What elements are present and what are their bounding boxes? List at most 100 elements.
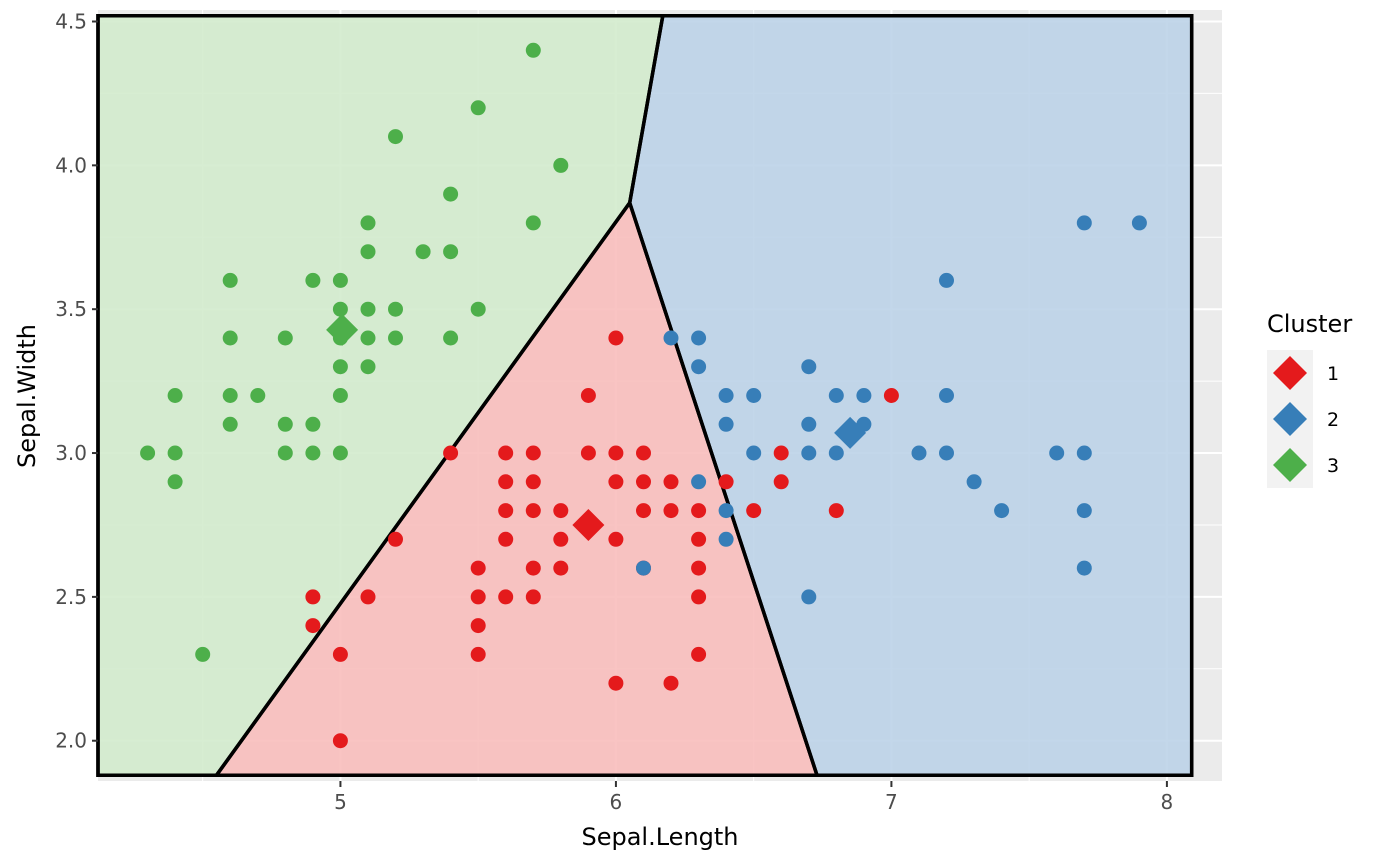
y-axis: 2.0 2.5 3.0 3.5 4.0 4.5 <box>55 10 98 753</box>
cluster-region-1 <box>216 202 817 776</box>
data-point-cluster-1 <box>443 445 459 461</box>
data-point-cluster-3 <box>360 215 376 231</box>
data-point-cluster-1 <box>608 531 624 547</box>
cluster-center-2 <box>834 416 867 449</box>
data-point-cluster-3 <box>305 445 321 461</box>
data-point-cluster-3 <box>360 359 376 375</box>
data-point-cluster-2 <box>966 474 982 490</box>
data-points <box>140 42 1147 749</box>
data-point-cluster-2 <box>636 560 651 576</box>
y-tick-label: 2.0 <box>55 729 87 753</box>
data-point-cluster-2 <box>691 330 707 346</box>
cluster-region-2 <box>629 15 1192 776</box>
data-point-cluster-1 <box>608 675 624 691</box>
data-point-cluster-1 <box>470 589 486 605</box>
data-point-cluster-1 <box>608 445 624 461</box>
data-point-cluster-2 <box>939 272 954 288</box>
data-point-cluster-1 <box>388 531 403 547</box>
data-point-cluster-1 <box>305 618 321 634</box>
legend-label-3: 3 <box>1327 455 1339 477</box>
data-point-cluster-3 <box>525 42 541 58</box>
data-point-cluster-3 <box>443 330 459 346</box>
data-point-cluster-1 <box>828 503 844 519</box>
data-point-cluster-1 <box>525 503 541 519</box>
data-point-cluster-3 <box>222 330 238 346</box>
data-point-cluster-3 <box>140 445 156 461</box>
data-point-cluster-2 <box>1049 445 1065 461</box>
data-point-cluster-2 <box>718 416 734 432</box>
data-point-cluster-1 <box>773 474 789 490</box>
data-point-cluster-3 <box>360 244 376 260</box>
data-point-cluster-1 <box>470 560 486 576</box>
data-point-cluster-1 <box>636 503 651 519</box>
data-point-cluster-3 <box>553 157 569 173</box>
data-point-cluster-1 <box>636 474 651 490</box>
data-point-cluster-1 <box>332 646 348 662</box>
cluster-center-3 <box>326 313 359 346</box>
data-point-cluster-1 <box>691 589 707 605</box>
data-point-cluster-3 <box>167 445 183 461</box>
data-point-cluster-2 <box>718 388 734 403</box>
data-point-cluster-1 <box>718 474 734 490</box>
data-point-cluster-1 <box>608 330 624 346</box>
data-point-cluster-3 <box>222 416 238 432</box>
data-point-cluster-1 <box>691 503 707 519</box>
data-point-cluster-2 <box>1076 215 1092 231</box>
data-point-cluster-3 <box>250 388 266 403</box>
data-point-cluster-3 <box>388 301 403 317</box>
data-point-cluster-1 <box>580 445 596 461</box>
data-point-cluster-3 <box>332 359 348 375</box>
data-point-cluster-2 <box>911 445 927 461</box>
data-point-cluster-2 <box>1076 560 1092 576</box>
data-point-cluster-3 <box>388 330 403 346</box>
data-point-cluster-3 <box>443 186 459 202</box>
data-point-cluster-3 <box>305 272 321 288</box>
data-point-cluster-3 <box>443 244 459 260</box>
data-point-cluster-3 <box>332 272 348 288</box>
data-point-cluster-2 <box>691 359 707 375</box>
data-point-cluster-2 <box>801 416 817 432</box>
x-tick-label: 8 <box>1161 790 1174 814</box>
data-point-cluster-2 <box>994 503 1010 519</box>
data-point-cluster-2 <box>718 531 734 547</box>
data-point-cluster-1 <box>663 503 679 519</box>
data-point-cluster-1 <box>553 503 569 519</box>
data-point-cluster-2 <box>828 388 844 403</box>
data-point-cluster-2 <box>1131 215 1147 231</box>
data-point-cluster-3 <box>167 474 183 490</box>
y-tick-label: 3.5 <box>55 297 87 321</box>
data-point-cluster-1 <box>332 733 348 749</box>
data-point-cluster-3 <box>332 388 348 403</box>
legend: Cluster 1 2 3 <box>1267 310 1352 488</box>
data-point-cluster-1 <box>470 618 486 634</box>
cluster-regions <box>98 15 1192 776</box>
data-point-cluster-2 <box>1076 445 1092 461</box>
x-tick-label: 7 <box>885 790 898 814</box>
data-point-cluster-1 <box>525 445 541 461</box>
data-point-cluster-3 <box>332 301 348 317</box>
data-point-cluster-1 <box>498 589 514 605</box>
data-point-cluster-3 <box>277 330 293 346</box>
data-point-cluster-2 <box>691 474 707 490</box>
data-point-cluster-3 <box>167 388 183 403</box>
data-point-cluster-1 <box>883 388 899 403</box>
data-point-cluster-3 <box>415 244 431 260</box>
boundary-box <box>96 14 1194 777</box>
cluster-region-3 <box>98 15 663 776</box>
y-tick-label: 4.0 <box>55 153 87 177</box>
legend-swatch-1 <box>1273 356 1307 390</box>
data-point-cluster-1 <box>553 560 569 576</box>
data-point-cluster-2 <box>801 445 817 461</box>
data-point-cluster-1 <box>470 646 486 662</box>
data-point-cluster-1 <box>498 445 514 461</box>
data-point-cluster-3 <box>470 301 486 317</box>
data-point-cluster-1 <box>691 531 707 547</box>
data-point-cluster-1 <box>608 474 624 490</box>
data-point-cluster-1 <box>663 474 679 490</box>
x-axis-title: Sepal.Length <box>581 823 738 851</box>
data-point-cluster-1 <box>746 503 762 519</box>
legend-label-2: 2 <box>1327 409 1339 431</box>
data-point-cluster-3 <box>332 445 348 461</box>
data-point-cluster-1 <box>773 445 789 461</box>
